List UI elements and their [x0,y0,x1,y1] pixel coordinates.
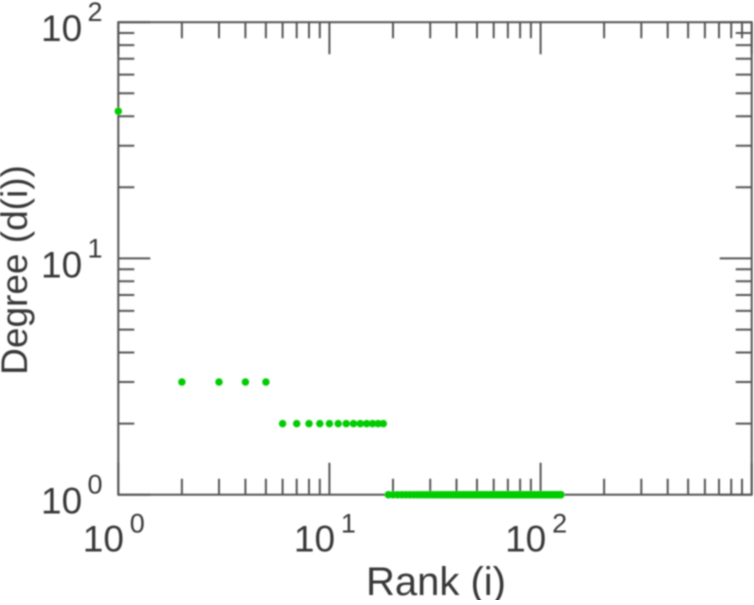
svg-text:10: 10 [294,519,335,560]
svg-text:Degree (d(i)): Degree (d(i)) [0,165,35,375]
svg-text:0: 0 [130,509,145,539]
svg-text:2: 2 [88,0,103,27]
svg-text:Rank (i): Rank (i) [366,560,506,600]
svg-text:10: 10 [41,8,82,49]
svg-text:1: 1 [88,233,103,263]
svg-text:1: 1 [341,509,356,539]
svg-text:2: 2 [552,509,567,539]
svg-text:10: 10 [41,481,82,522]
svg-text:10: 10 [41,244,82,285]
svg-text:10: 10 [83,519,124,560]
svg-text:10: 10 [505,519,546,560]
svg-text:0: 0 [88,470,103,500]
